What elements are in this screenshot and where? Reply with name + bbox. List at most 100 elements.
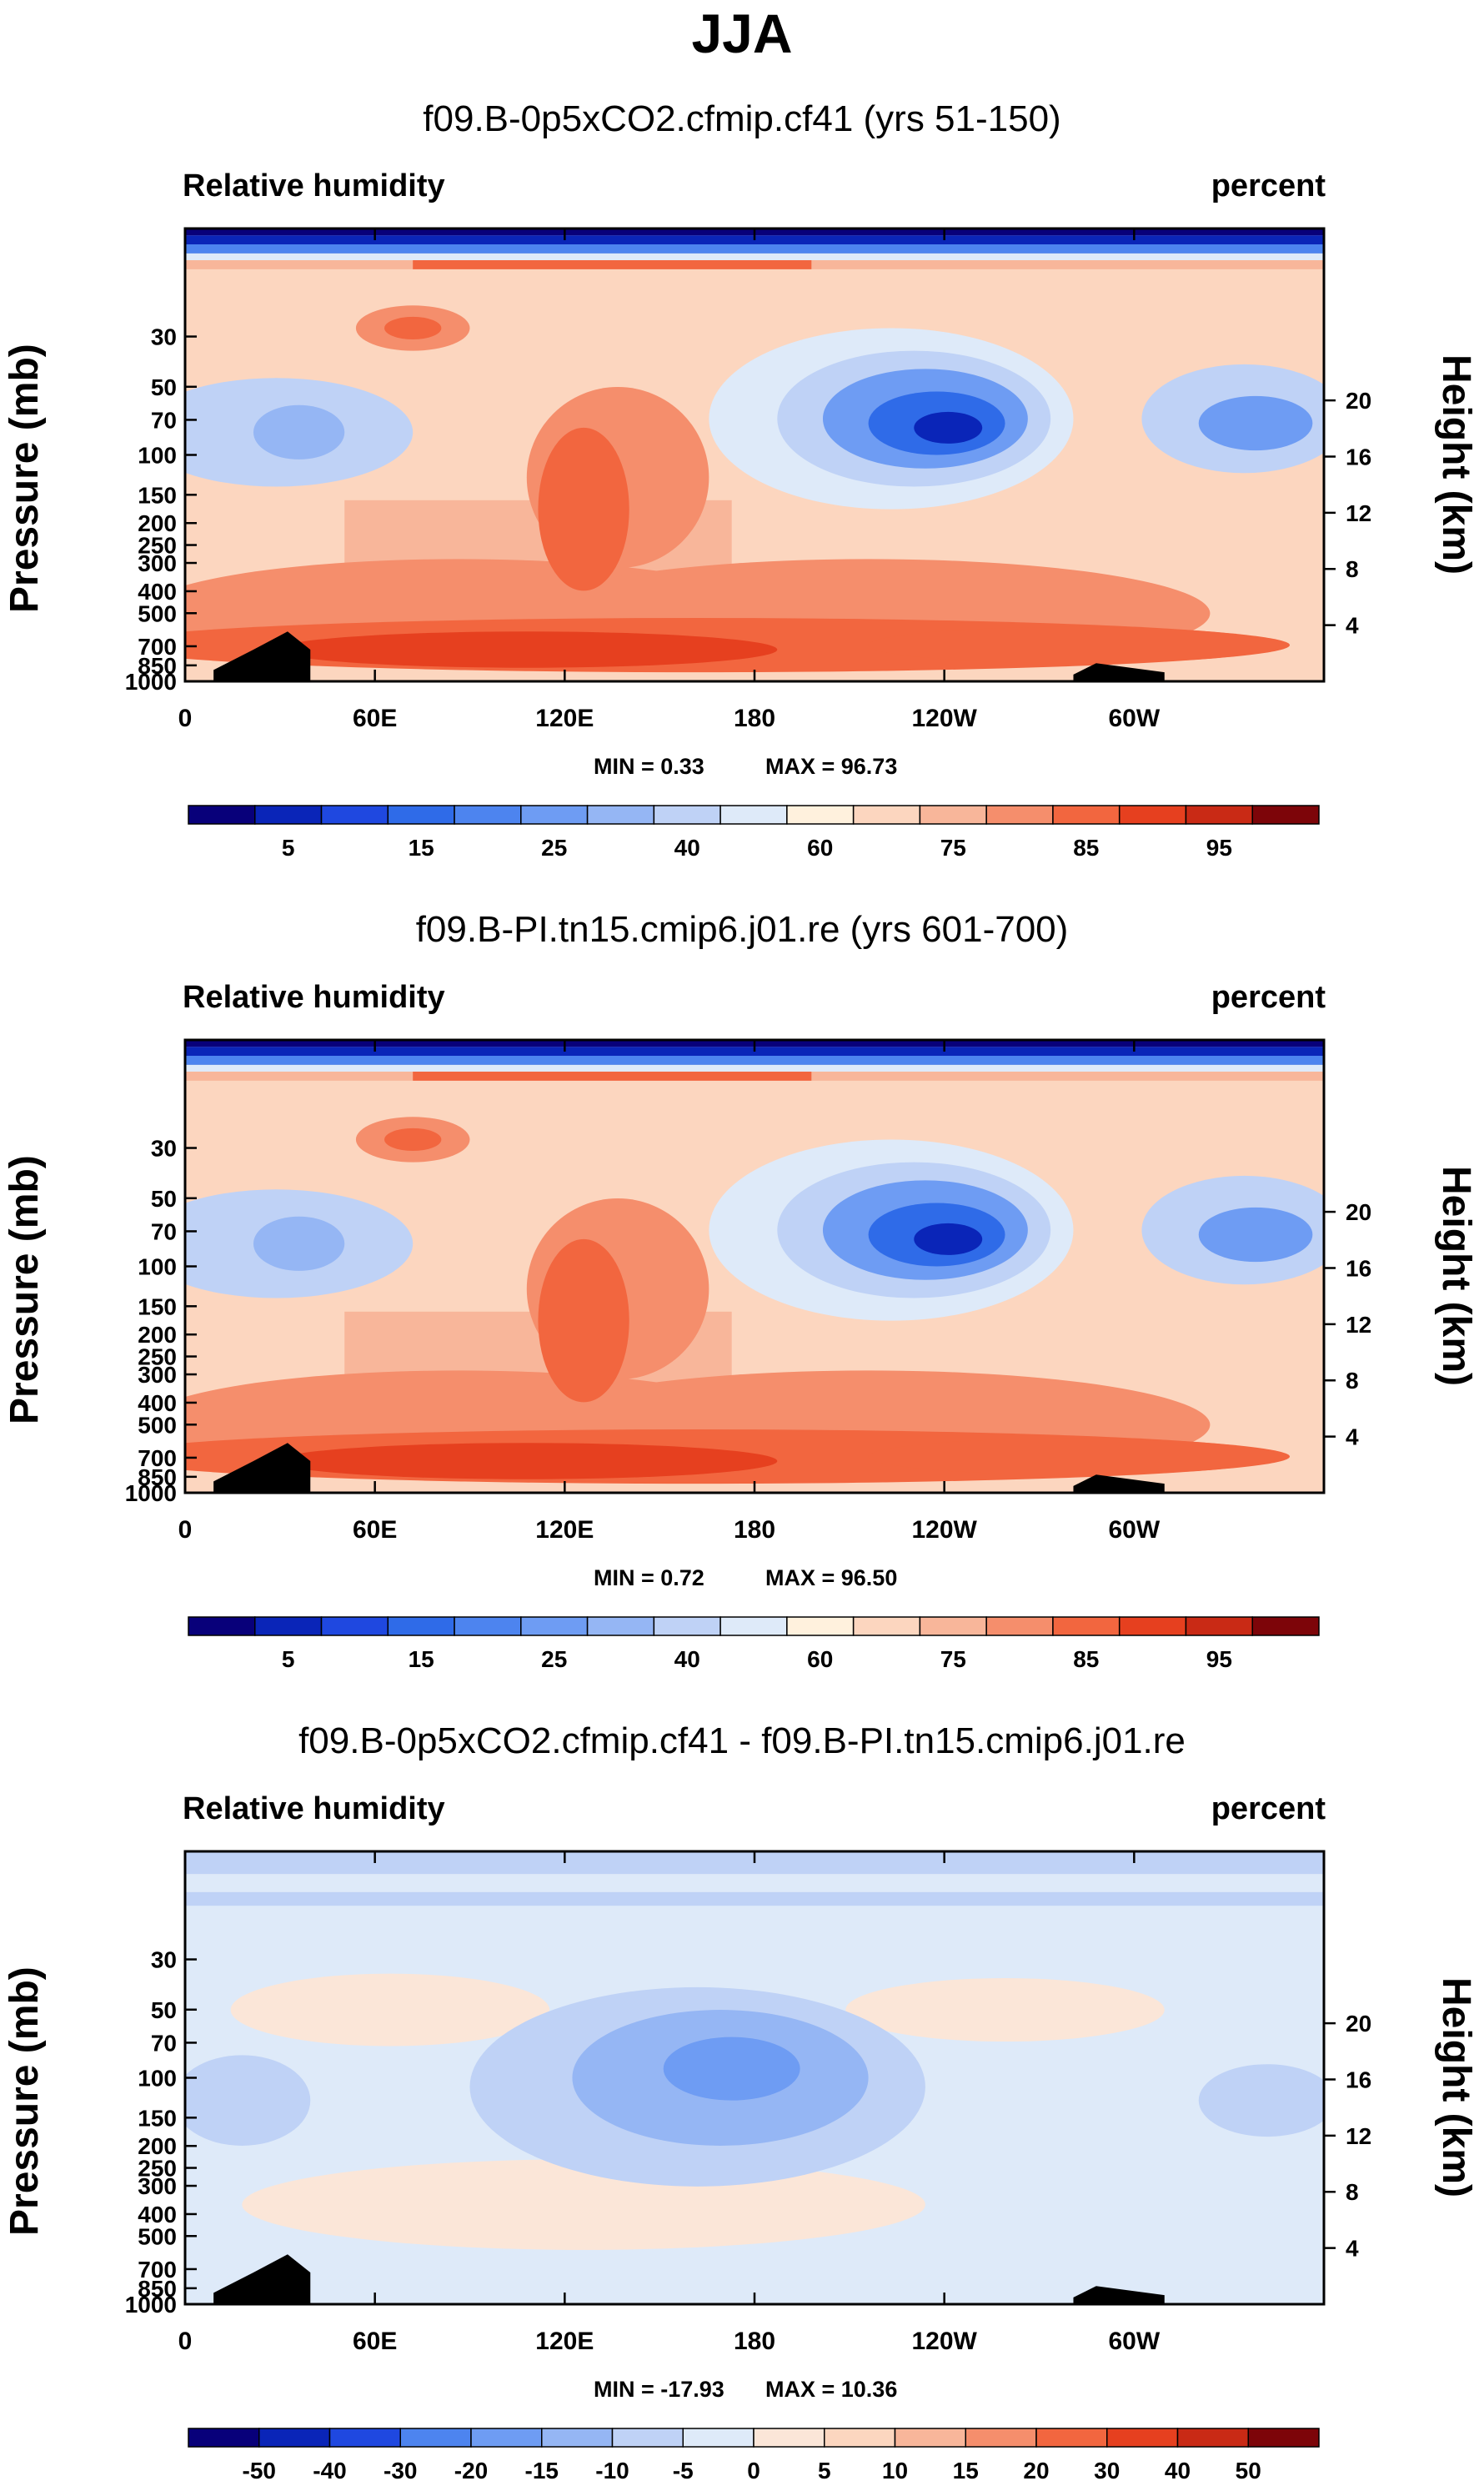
panel2-y-tick-label: 700 [138, 1445, 177, 1471]
panel1-contour-band [185, 253, 1324, 261]
panel3-colorbar-label: 50 [1236, 2458, 1261, 2481]
panel1-y-tick-label: 150 [138, 482, 177, 508]
panel3-height-tick-label: 8 [1346, 2179, 1359, 2205]
panel1-x-tick-label: 60E [353, 705, 397, 732]
panel1-y-tick-label: 200 [138, 510, 177, 536]
panel2-field [185, 1040, 1324, 1493]
panel2-x-tick-label: 120E [535, 1516, 594, 1544]
panel1-height-tick-label: 12 [1346, 500, 1371, 526]
panel1-contour-region [538, 427, 629, 591]
panel3-y-tick-label: 400 [138, 2202, 177, 2227]
panel3-colorbar-label: 30 [1094, 2458, 1120, 2481]
panel3-height-tick-label: 4 [1346, 2236, 1359, 2262]
panel3-y-tick-label: 100 [138, 2066, 177, 2092]
panel2-contour-region [914, 1223, 983, 1255]
panel2-min-label: MIN = 0.72 [594, 1565, 704, 1590]
panel3-colorbar-swatch [258, 2428, 331, 2448]
panel2-contour-region [1198, 1207, 1313, 1263]
panel1-title: f09.B-0p5xCO2.cfmip.cf41 (yrs 51-150) [423, 98, 1061, 139]
panel2-x-tick-label: 60W [1108, 1516, 1160, 1544]
panel2-height-tick-label: 12 [1346, 1312, 1371, 1338]
panel1-colorbar-label: 60 [807, 835, 833, 861]
panel3-colorbar-swatch [328, 2428, 401, 2448]
panel2-colorbar-label: 85 [1073, 1646, 1099, 1672]
panel1-colorbar-swatch [1251, 805, 1320, 825]
panel2-x-tick-label: 0 [178, 1516, 193, 1544]
panel2-y-tick-label: 1000 [125, 1480, 177, 1506]
panel1-y-tick-label: 300 [138, 550, 177, 576]
panel3-height-tick-label: 12 [1346, 2123, 1371, 2149]
panel3-contour-region [230, 1973, 550, 2047]
panel1-x-tick-label: 120E [535, 705, 594, 732]
panel3-contour-region [663, 2037, 800, 2101]
panel3-colorbar-swatch [611, 2428, 684, 2448]
panel1-colorbar-label: 75 [940, 835, 966, 861]
panel2-contour-region [538, 1238, 629, 1403]
panel3-x-tick-label: 120W [911, 2328, 977, 2355]
panel3-colorbar-label: 5 [818, 2458, 831, 2481]
panel2-height-tick-label: 16 [1346, 1255, 1371, 1281]
panel3-colorbar-label: -30 [384, 2458, 417, 2481]
panel2-colorbar-label: 25 [541, 1646, 567, 1672]
panel2-max-label: MAX = 96.50 [765, 1565, 898, 1590]
panel1-units-label: percent [1211, 168, 1326, 203]
panel2-colorbar-label: 15 [409, 1646, 434, 1672]
panel3-colorbar-label: -50 [243, 2458, 276, 2481]
panel3-terrain-mask [1073, 2286, 1165, 2304]
panel2-contour-band [185, 1056, 1324, 1065]
panel3-x-tick-label: 180 [734, 2328, 775, 2355]
panel3-y-tick-label: 150 [138, 2105, 177, 2131]
panel3-height-tick-label: 16 [1346, 2067, 1371, 2092]
panel1-contour-region [914, 411, 983, 444]
panel2-height-tick-label: 4 [1346, 1424, 1359, 1450]
panel1-colorbar-label: 15 [409, 835, 434, 861]
panel3-contour-region [185, 2055, 311, 2146]
panel1-y-tick-label: 850 [138, 653, 177, 679]
panel1-y-tick-label: 50 [151, 374, 177, 400]
panel3-colorbar-swatch [894, 2428, 966, 2448]
panel1-contour-region [253, 404, 345, 460]
panel2-y-tick-label: 150 [138, 1293, 177, 1319]
panel2-colorbar-swatch [1251, 1616, 1320, 1636]
panel3-terrain-mask [213, 2254, 311, 2304]
panel1-colorbar-label: 95 [1206, 835, 1232, 861]
panel1-y-tick-label: 100 [138, 443, 177, 469]
panel3-colorbar-swatch [541, 2428, 614, 2448]
panel3-y-tick-label: 1000 [125, 2292, 177, 2318]
panel3-colorbar-label: 40 [1165, 2458, 1191, 2481]
panel3-colorbar-swatch [399, 2428, 472, 2448]
panel2-x-tick-label: 120W [911, 1516, 977, 1544]
panel2-height-tick-label: 20 [1346, 1199, 1371, 1225]
panel1-y-tick-label: 400 [138, 579, 177, 605]
panel1-field-label: Relative humidity [183, 168, 445, 203]
panel2-y-tick-label: 400 [138, 1390, 177, 1416]
panel3-min-label: MIN = -17.93 [594, 2377, 724, 2402]
panel3-height-tick-label: 20 [1346, 2011, 1371, 2037]
panel3-max-label: MAX = 10.36 [765, 2377, 898, 2402]
panel2-y-tick-label: 300 [138, 1362, 177, 1388]
panel1-contour-band [413, 260, 812, 269]
panel1-min-label: MIN = 0.33 [594, 754, 704, 779]
panel2-y-tick-label: 250 [138, 1344, 177, 1370]
panel3-contour-band [185, 1891, 1324, 1906]
panel2-colorbar-label: 40 [674, 1646, 700, 1672]
panel3-colorbar-label: -15 [525, 2458, 559, 2481]
panel2-field-label: Relative humidity [183, 980, 445, 1015]
panel3-y-tick-label: 70 [151, 2030, 177, 2056]
panel3-colorbar-swatch [1035, 2428, 1108, 2448]
panel3-contour-region [1198, 2064, 1324, 2137]
panel1-height-tick-label: 4 [1346, 613, 1359, 639]
panel3-field [185, 1851, 1324, 2304]
panel3-x-tick-label: 0 [178, 2328, 193, 2355]
panel3-colorbar-label: 10 [882, 2458, 908, 2481]
panel2-y-tick-label: 50 [151, 1186, 177, 1212]
panel3-colorbar-swatch [682, 2428, 755, 2448]
panel2-terrain-mask [213, 1443, 311, 1493]
panel2-x-tick-label: 60E [353, 1516, 397, 1544]
panel3-x-tick-label: 60W [1108, 2328, 1160, 2355]
panel3-colorbar-label: -40 [313, 2458, 346, 2481]
panel1-field [185, 229, 1324, 681]
